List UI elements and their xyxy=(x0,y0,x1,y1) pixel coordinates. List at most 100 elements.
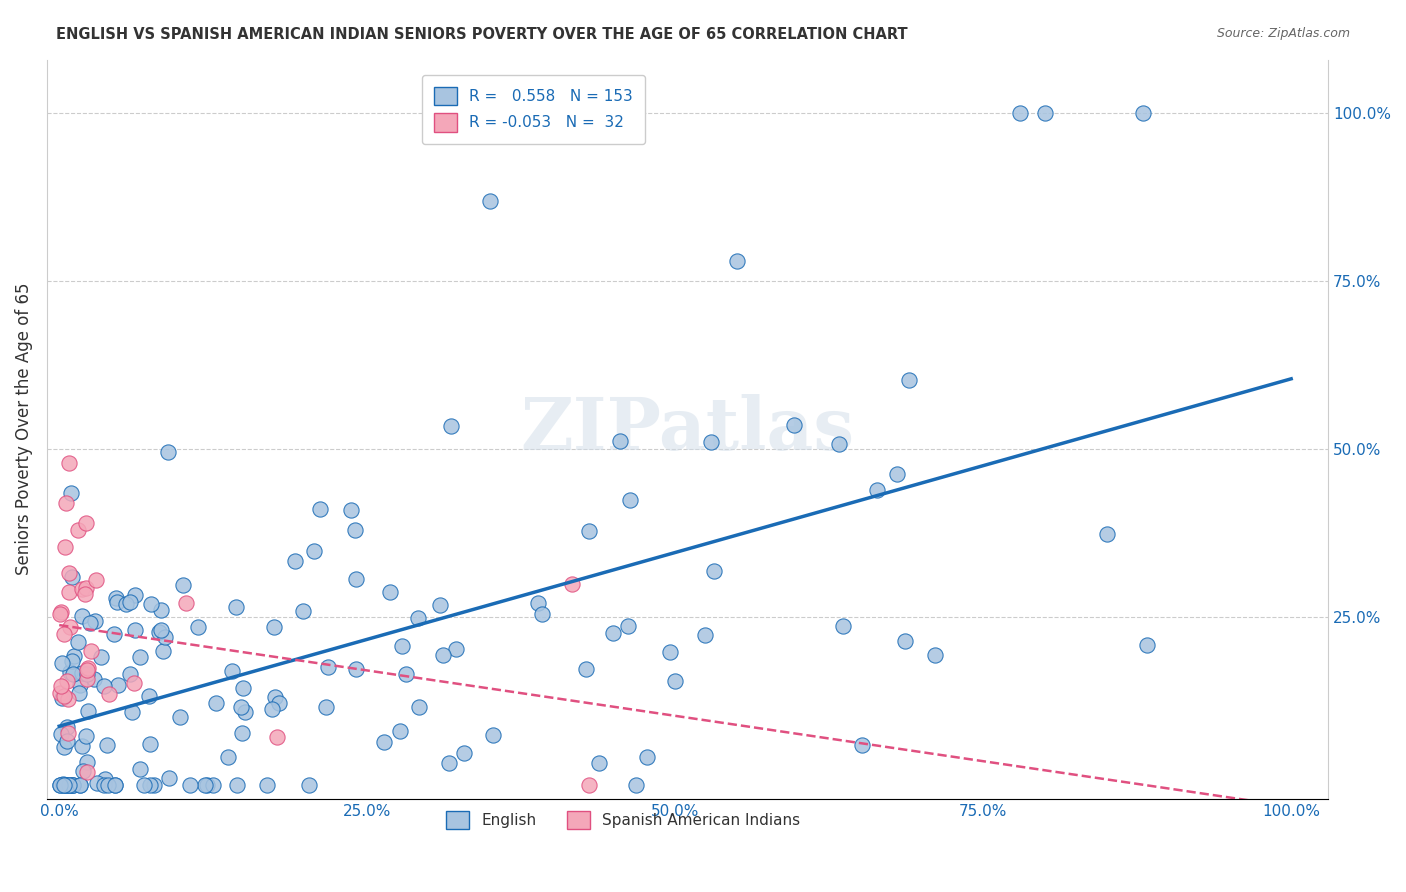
Point xyxy=(389,724,412,739)
Point xyxy=(624,778,647,792)
Point xyxy=(134,778,156,792)
Point xyxy=(69,778,91,792)
Point xyxy=(76,764,98,779)
Point xyxy=(58,778,80,792)
Point xyxy=(479,194,502,208)
Point xyxy=(124,588,146,602)
Point xyxy=(1132,106,1154,120)
Point xyxy=(129,649,152,664)
Point xyxy=(346,573,368,587)
Point xyxy=(58,778,80,792)
Point xyxy=(894,633,917,648)
Point xyxy=(60,654,83,668)
Point xyxy=(69,778,91,792)
Point xyxy=(103,627,125,641)
Point xyxy=(56,734,79,748)
Point xyxy=(124,623,146,637)
Point xyxy=(56,720,79,734)
Point xyxy=(115,597,138,611)
Point xyxy=(292,604,315,618)
Point xyxy=(76,667,98,681)
Point xyxy=(52,776,75,790)
Point xyxy=(72,764,94,778)
Point xyxy=(77,704,100,718)
Point xyxy=(76,672,98,686)
Point xyxy=(578,524,600,538)
Point xyxy=(157,771,180,785)
Point xyxy=(256,778,278,792)
Point xyxy=(55,778,77,792)
Point xyxy=(58,456,80,470)
Point xyxy=(440,418,463,433)
Point xyxy=(55,496,77,510)
Point xyxy=(90,650,112,665)
Point xyxy=(60,778,83,792)
Point xyxy=(49,605,72,619)
Text: ZIPatlas: ZIPatlas xyxy=(520,393,855,465)
Point xyxy=(59,665,82,679)
Point xyxy=(664,673,686,688)
Point xyxy=(609,434,631,448)
Point xyxy=(229,700,252,714)
Point xyxy=(309,502,332,516)
Point xyxy=(527,596,550,610)
Point xyxy=(128,762,150,776)
Point xyxy=(380,584,402,599)
Point xyxy=(408,700,430,714)
Point xyxy=(406,611,429,625)
Point xyxy=(1010,106,1032,120)
Point xyxy=(142,778,165,792)
Point xyxy=(578,778,600,792)
Point xyxy=(315,700,337,714)
Point xyxy=(52,778,75,792)
Point xyxy=(107,678,129,692)
Point xyxy=(266,731,288,745)
Point xyxy=(284,554,307,568)
Point xyxy=(898,373,921,387)
Text: ENGLISH VS SPANISH AMERICAN INDIAN SENIORS POVERTY OVER THE AGE OF 65 CORRELATIO: ENGLISH VS SPANISH AMERICAN INDIAN SENIO… xyxy=(56,27,908,42)
Point xyxy=(139,597,162,611)
Point xyxy=(72,582,94,596)
Point xyxy=(104,778,127,792)
Point xyxy=(221,665,243,679)
Point xyxy=(832,618,855,632)
Point xyxy=(105,595,128,609)
Point xyxy=(83,672,105,686)
Point xyxy=(49,686,72,700)
Point xyxy=(344,662,367,676)
Point xyxy=(58,566,80,581)
Point xyxy=(1097,526,1119,541)
Point xyxy=(93,679,115,693)
Point xyxy=(70,739,93,753)
Point xyxy=(205,696,228,710)
Point xyxy=(1136,638,1159,652)
Point xyxy=(217,749,239,764)
Point xyxy=(699,435,721,450)
Point xyxy=(827,437,849,451)
Point xyxy=(179,778,201,792)
Point xyxy=(886,467,908,481)
Point xyxy=(264,690,287,704)
Point xyxy=(73,587,96,601)
Point xyxy=(86,776,108,790)
Point xyxy=(96,738,118,752)
Point xyxy=(195,778,218,792)
Point xyxy=(616,619,638,633)
Point xyxy=(619,492,641,507)
Point xyxy=(429,599,451,613)
Point xyxy=(148,624,170,639)
Point xyxy=(62,778,84,792)
Point xyxy=(725,254,748,268)
Point xyxy=(122,676,145,690)
Point xyxy=(63,648,86,663)
Point xyxy=(395,666,418,681)
Point xyxy=(80,644,103,658)
Point xyxy=(302,544,325,558)
Point xyxy=(232,681,254,696)
Point xyxy=(75,581,97,595)
Point xyxy=(172,578,194,592)
Point xyxy=(52,778,75,792)
Point xyxy=(225,599,247,614)
Point xyxy=(98,687,121,701)
Point xyxy=(659,645,682,659)
